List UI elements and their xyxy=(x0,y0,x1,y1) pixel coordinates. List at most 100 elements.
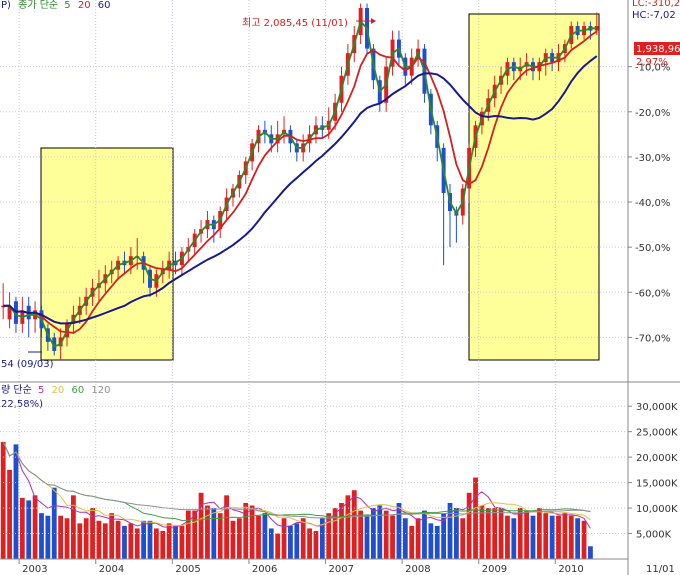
moving-average-lines xyxy=(3,19,598,348)
volume-bar xyxy=(224,495,229,559)
volume-bar xyxy=(39,513,44,559)
last-price-tag xyxy=(634,42,680,55)
volume-bar xyxy=(179,525,185,559)
x-tick-label: 2006 xyxy=(252,564,277,575)
x-tick-label: 2010 xyxy=(558,564,583,575)
volume-bar xyxy=(51,487,57,559)
price-tick-label: -40,0% xyxy=(635,198,670,209)
volume-bar xyxy=(7,469,12,559)
volume-bar xyxy=(351,490,357,559)
price-y-axis: -10,0% -20,0% -30,0% -40,0% -50,0% -60,0% -70,… xyxy=(628,63,670,344)
high-arrow-head xyxy=(371,18,376,24)
volume-bar xyxy=(505,515,510,559)
volume-bar xyxy=(77,523,83,559)
x-tick-label: 2008 xyxy=(405,564,430,575)
price-tick-label: -30,0% xyxy=(635,153,670,164)
volume-bar xyxy=(236,518,242,559)
volume-bar xyxy=(396,502,402,559)
volume-bar xyxy=(307,528,312,559)
price-header: P) 종가 단순 5 20 60 xyxy=(1,0,111,11)
lc-readout: LC:-310,29 xyxy=(632,0,680,9)
volume-bar xyxy=(109,513,115,559)
volume-bar xyxy=(415,518,421,559)
header-prefix: P) xyxy=(1,0,11,11)
volume-bar xyxy=(543,513,549,559)
volume-bar xyxy=(530,515,536,559)
volume-bar xyxy=(345,495,351,559)
volume-tick-label: 10,000K xyxy=(636,504,678,515)
volume-bar xyxy=(377,505,383,559)
volume-bar xyxy=(262,513,268,559)
volume-bar xyxy=(428,523,434,559)
volume-y-axis: 30,000K 25,000K 20,000K 15,000K 10,000K 5,000… xyxy=(0,402,678,541)
volume-tick-label: 30,000K xyxy=(636,402,678,413)
volume-bar xyxy=(141,520,147,559)
volume-bar xyxy=(383,510,389,559)
volume-bar xyxy=(575,518,581,559)
volume-bar xyxy=(447,502,453,559)
volume-header-ma120: 120 xyxy=(91,385,110,396)
volume-bar xyxy=(102,523,108,559)
volume-bar xyxy=(115,520,121,559)
price-tick-label: -70,0% xyxy=(635,333,670,344)
volume-bar xyxy=(562,513,568,559)
volume-bar xyxy=(185,510,191,559)
highlight-box-2009 xyxy=(468,13,600,361)
x-tick-label: 2005 xyxy=(175,564,200,575)
volume-bar xyxy=(460,518,466,559)
volume-ma-line-5 xyxy=(2,441,591,529)
volume-bar xyxy=(313,530,319,559)
volume-tick-label: 20,000K xyxy=(636,453,678,464)
volume-bar xyxy=(339,502,344,559)
candle-body xyxy=(52,337,57,351)
volume-bar xyxy=(64,518,70,559)
volume-bar xyxy=(588,546,593,559)
volume-tick-label: 25,000K xyxy=(636,428,678,439)
x-label-tail: 11/01 xyxy=(646,564,675,575)
price-tick-label: -10,0% xyxy=(635,63,670,74)
volume-tick-label: 5,000K xyxy=(636,530,672,541)
volume-bar xyxy=(160,530,166,559)
volume-bar xyxy=(358,510,364,559)
candle-body xyxy=(1,305,6,308)
header-label: 종가 단순 xyxy=(18,0,58,11)
volume-bar xyxy=(147,520,153,559)
volume-bar xyxy=(128,523,134,559)
volume-bar xyxy=(517,508,523,559)
volume-bar xyxy=(256,515,261,559)
volume-bar xyxy=(326,513,332,559)
volume-header-ma5: 5 xyxy=(38,385,44,396)
volume-bar xyxy=(300,518,306,559)
volume-ma-line-20 xyxy=(2,441,591,527)
volume-bar xyxy=(26,500,32,559)
volume-bar xyxy=(390,515,395,559)
x-tick-label: 2003 xyxy=(22,564,47,575)
volume-bar xyxy=(275,533,281,559)
volume-bar xyxy=(32,495,38,559)
volume-bar xyxy=(511,518,517,559)
hc-readout: HC:-7,02 xyxy=(632,10,676,21)
vertical-grid xyxy=(18,0,556,559)
volume-bar xyxy=(556,515,561,559)
volume-bar xyxy=(13,444,19,559)
volume-header: 량 단순 5 20 60 120 xyxy=(1,384,110,396)
candle-body xyxy=(7,305,12,320)
volume-bar xyxy=(549,515,555,559)
volume-bar xyxy=(485,508,491,559)
volume-ma-lines xyxy=(2,441,591,529)
volume-bar xyxy=(217,513,223,559)
volume-bar xyxy=(230,520,236,559)
header-ma5: 5 xyxy=(64,0,70,11)
last-change: 2,97% xyxy=(636,57,668,68)
low-annotation: 54 (09/03) xyxy=(1,359,54,370)
volume-bar xyxy=(83,518,89,559)
highlight-box-2003 xyxy=(40,147,174,361)
volume-bar xyxy=(122,525,127,559)
volume-bar xyxy=(332,508,338,559)
volume-bar xyxy=(524,510,529,559)
volume-bar xyxy=(19,497,25,559)
volume-bar xyxy=(71,495,76,559)
volume-bar xyxy=(288,525,293,559)
volume-bar xyxy=(243,502,249,559)
volume-bar xyxy=(58,515,64,559)
